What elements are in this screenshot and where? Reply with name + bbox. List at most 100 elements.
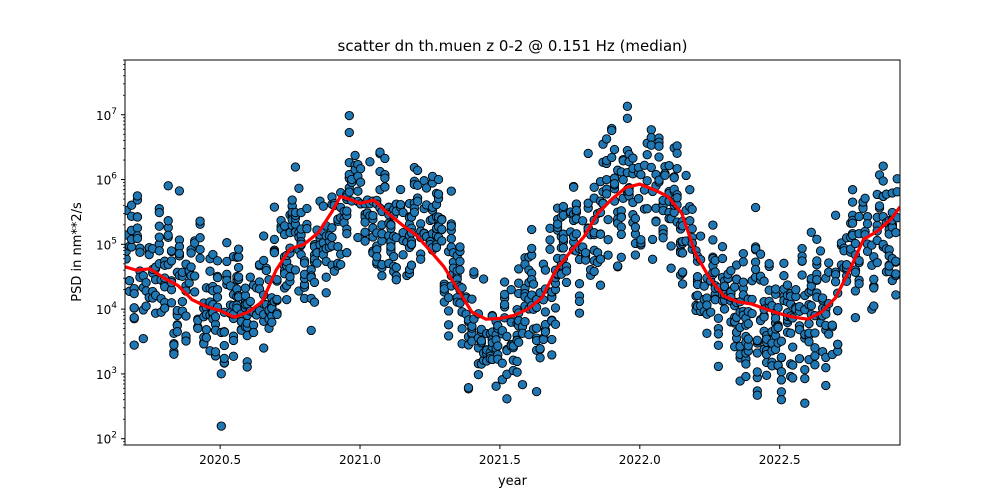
x-axis-label: year bbox=[498, 474, 528, 489]
scatter-point bbox=[154, 207, 164, 218]
scatter-point bbox=[622, 113, 633, 123]
scatter-point bbox=[806, 301, 816, 311]
scatter-point bbox=[797, 243, 807, 254]
scatter-point bbox=[174, 186, 185, 196]
x-tick-label: 2021.5 bbox=[479, 453, 521, 467]
scatter-point bbox=[743, 334, 753, 344]
scatter-point bbox=[290, 265, 301, 275]
scatter-point bbox=[854, 279, 864, 289]
scatter-point bbox=[287, 195, 297, 205]
scatter-point bbox=[613, 261, 623, 271]
scatter-point bbox=[738, 248, 748, 259]
scatter-point bbox=[493, 341, 503, 351]
x-axis: 2020.5 2021.0 2021.5 2022.0 2022.5 bbox=[199, 445, 801, 467]
scatter-point bbox=[181, 336, 191, 346]
scatter-point bbox=[437, 215, 447, 225]
scatter-point bbox=[531, 386, 542, 397]
scatter-point bbox=[681, 170, 691, 181]
scatter-point bbox=[512, 356, 522, 367]
scatter-point bbox=[752, 367, 762, 377]
scatter-point bbox=[512, 367, 522, 377]
scatter-point bbox=[248, 327, 259, 338]
scatter-point bbox=[595, 229, 606, 239]
scatter-point bbox=[815, 246, 826, 256]
scatter-point bbox=[603, 235, 613, 245]
y-axis: 102 103 104 105 106 107 bbox=[96, 59, 125, 447]
scatter-point bbox=[455, 256, 465, 267]
scatter-point bbox=[810, 328, 820, 338]
scatter-point bbox=[219, 327, 229, 337]
scatter-point bbox=[309, 277, 320, 288]
scatter-point bbox=[726, 265, 736, 276]
scatter-point bbox=[160, 303, 170, 313]
scatter-point bbox=[242, 362, 252, 372]
scatter-point bbox=[578, 216, 588, 226]
scatter-point bbox=[285, 272, 295, 282]
scatter-point bbox=[770, 284, 781, 294]
scatter-point bbox=[233, 272, 244, 282]
scatter-point bbox=[810, 360, 820, 370]
scatter-point bbox=[616, 252, 626, 262]
scatter-point bbox=[633, 194, 644, 204]
scatter-point bbox=[824, 329, 834, 339]
scatter-point bbox=[228, 351, 239, 361]
scatter-point bbox=[267, 317, 277, 327]
scatter-point bbox=[891, 269, 900, 279]
scatter-point bbox=[654, 141, 664, 151]
scatter-point bbox=[163, 216, 173, 226]
scatter-point bbox=[830, 277, 841, 287]
scatter-point bbox=[527, 243, 537, 254]
scatter-point bbox=[443, 292, 454, 303]
scatter-point bbox=[713, 361, 724, 372]
scatter-point bbox=[222, 238, 232, 248]
scatter-point bbox=[216, 421, 226, 431]
scatter-point bbox=[666, 263, 676, 273]
scatter-point bbox=[550, 303, 561, 313]
scatter-point bbox=[186, 262, 196, 272]
scatter-point bbox=[169, 340, 179, 350]
scatter-point bbox=[601, 134, 612, 144]
scatter-point bbox=[368, 210, 378, 221]
scatter-point bbox=[708, 220, 718, 230]
scatter-point bbox=[360, 227, 370, 237]
scatter-point bbox=[193, 323, 203, 333]
scatter-point bbox=[327, 223, 337, 233]
scatter-point bbox=[719, 304, 730, 314]
scatter-point bbox=[646, 162, 656, 173]
plot-area bbox=[125, 101, 900, 431]
scatter-point bbox=[603, 250, 613, 260]
scatter-point bbox=[269, 202, 280, 212]
scatter-point bbox=[321, 272, 331, 282]
scatter-point bbox=[672, 193, 682, 203]
scatter-point bbox=[717, 242, 728, 252]
scatter-point bbox=[646, 125, 656, 135]
scatter-point bbox=[642, 204, 652, 214]
scatter-point bbox=[692, 290, 703, 300]
scatter-point bbox=[601, 189, 612, 199]
scatter-point bbox=[708, 235, 718, 245]
scatter-point bbox=[574, 279, 585, 289]
scatter-point bbox=[259, 343, 269, 353]
scatter-point bbox=[353, 186, 363, 196]
scatter-point bbox=[520, 316, 530, 327]
scatter-point bbox=[616, 229, 626, 240]
scatter-point bbox=[446, 221, 456, 231]
scatter-point bbox=[850, 267, 861, 277]
scatter-point bbox=[132, 223, 143, 233]
scatter-point bbox=[491, 381, 501, 391]
scatter-point bbox=[210, 312, 221, 322]
scatter-point bbox=[776, 336, 787, 346]
scatter-point bbox=[812, 275, 822, 285]
scatter-point bbox=[550, 319, 561, 329]
scatter-point bbox=[589, 266, 599, 277]
scatter-point bbox=[166, 298, 177, 308]
scatter-point bbox=[302, 203, 312, 214]
scatter-point bbox=[630, 213, 641, 224]
scatter-point bbox=[216, 369, 226, 379]
scatter-point bbox=[545, 223, 555, 233]
x-tick-label: 2022.0 bbox=[619, 453, 661, 467]
scatter-point bbox=[129, 303, 139, 313]
scatter-point bbox=[129, 313, 139, 323]
scatter-point bbox=[535, 344, 545, 354]
scatter-point bbox=[669, 173, 679, 183]
